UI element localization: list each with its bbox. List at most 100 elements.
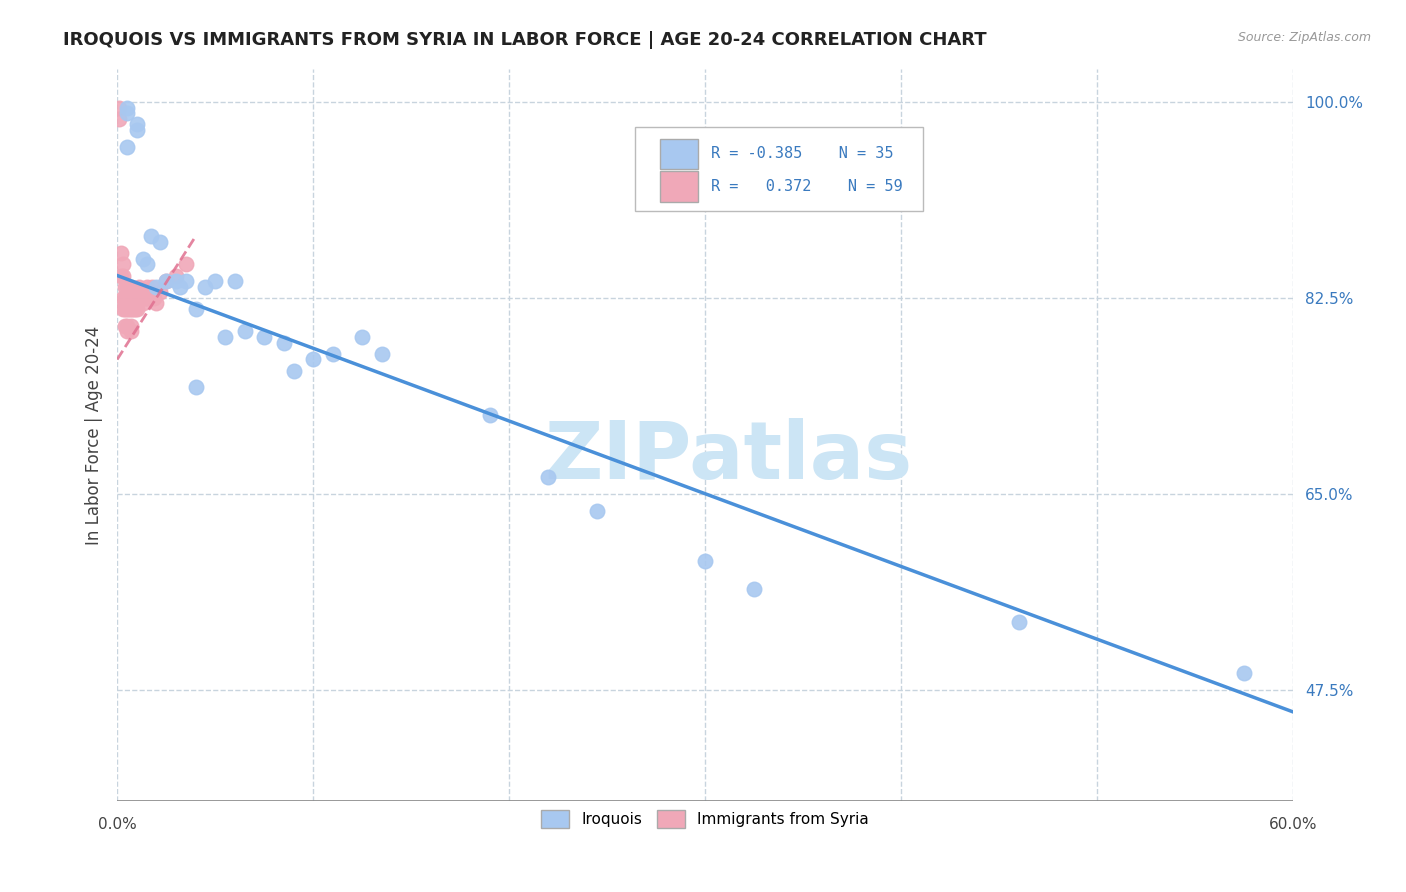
Point xyxy=(118,285,141,300)
Point xyxy=(112,257,135,271)
Point xyxy=(141,279,163,293)
Point xyxy=(134,291,156,305)
Point xyxy=(112,268,135,283)
Point xyxy=(155,274,177,288)
Point xyxy=(149,285,172,300)
Point xyxy=(115,302,138,317)
Point xyxy=(138,285,160,300)
Point xyxy=(742,582,765,596)
Point xyxy=(115,106,138,120)
Point xyxy=(371,347,394,361)
Point xyxy=(112,291,135,305)
Point xyxy=(125,302,148,317)
Point xyxy=(214,330,236,344)
Point xyxy=(115,101,138,115)
Point xyxy=(135,291,157,305)
Point xyxy=(118,302,141,317)
Text: IROQUOIS VS IMMIGRANTS FROM SYRIA IN LABOR FORCE | AGE 20-24 CORRELATION CHART: IROQUOIS VS IMMIGRANTS FROM SYRIA IN LAB… xyxy=(63,31,987,49)
Point xyxy=(114,279,136,293)
Point xyxy=(165,268,187,283)
Point xyxy=(165,274,187,288)
Point xyxy=(122,302,145,317)
Point xyxy=(135,257,157,271)
Point xyxy=(149,235,172,249)
Point xyxy=(184,302,207,317)
FancyBboxPatch shape xyxy=(661,171,697,202)
Point xyxy=(124,291,146,305)
Point xyxy=(108,112,131,126)
Point xyxy=(118,296,141,310)
Point xyxy=(114,291,136,305)
Point xyxy=(145,279,167,293)
Point xyxy=(352,330,374,344)
Point xyxy=(273,335,295,350)
Point xyxy=(143,291,166,305)
Point xyxy=(108,101,131,115)
Point xyxy=(169,279,191,293)
Point xyxy=(125,118,148,132)
Point xyxy=(110,268,132,283)
Point xyxy=(118,291,141,305)
Point xyxy=(120,296,142,310)
Point xyxy=(122,296,145,310)
Point xyxy=(283,364,305,378)
Point xyxy=(112,302,135,317)
Point xyxy=(233,325,256,339)
Point xyxy=(129,291,152,305)
Point xyxy=(115,279,138,293)
Point xyxy=(322,347,344,361)
Point xyxy=(586,503,609,517)
Point xyxy=(478,409,501,423)
Point xyxy=(125,296,148,310)
Point xyxy=(128,291,150,305)
Point xyxy=(115,325,138,339)
Point xyxy=(115,291,138,305)
Point xyxy=(204,274,226,288)
Point xyxy=(120,279,142,293)
Point xyxy=(131,252,153,266)
Point xyxy=(115,318,138,333)
Point xyxy=(537,470,560,484)
Point xyxy=(120,318,142,333)
Point xyxy=(115,296,138,310)
Point xyxy=(114,302,136,317)
Point xyxy=(124,296,146,310)
Point xyxy=(174,257,197,271)
Point xyxy=(124,285,146,300)
Point xyxy=(120,325,142,339)
Point xyxy=(139,229,162,244)
Point xyxy=(124,302,146,317)
Point xyxy=(128,285,150,300)
Point xyxy=(122,285,145,300)
Text: R = -0.385    N = 35: R = -0.385 N = 35 xyxy=(711,146,893,161)
Point xyxy=(129,285,152,300)
Point xyxy=(131,296,153,310)
Y-axis label: In Labor Force | Age 20-24: In Labor Force | Age 20-24 xyxy=(86,326,103,545)
Point xyxy=(184,380,207,394)
Point xyxy=(145,296,167,310)
Point xyxy=(115,140,138,154)
Point xyxy=(120,291,142,305)
Point xyxy=(139,291,162,305)
Point xyxy=(125,285,148,300)
Point xyxy=(1233,665,1256,680)
Text: ZIPatlas: ZIPatlas xyxy=(544,418,912,496)
Point xyxy=(110,246,132,260)
Point xyxy=(125,291,148,305)
Point xyxy=(224,274,246,288)
Text: R =   0.372    N = 59: R = 0.372 N = 59 xyxy=(711,178,903,194)
Point xyxy=(122,291,145,305)
Point xyxy=(135,279,157,293)
Point xyxy=(114,296,136,310)
Point xyxy=(120,302,142,317)
Point xyxy=(253,330,276,344)
FancyBboxPatch shape xyxy=(661,138,697,169)
Point xyxy=(128,279,150,293)
Point xyxy=(695,554,717,568)
Point xyxy=(174,274,197,288)
Legend: Iroquois, Immigrants from Syria: Iroquois, Immigrants from Syria xyxy=(536,805,875,834)
Point xyxy=(125,123,148,137)
Point xyxy=(302,352,325,367)
Point xyxy=(155,274,177,288)
Point xyxy=(194,279,217,293)
